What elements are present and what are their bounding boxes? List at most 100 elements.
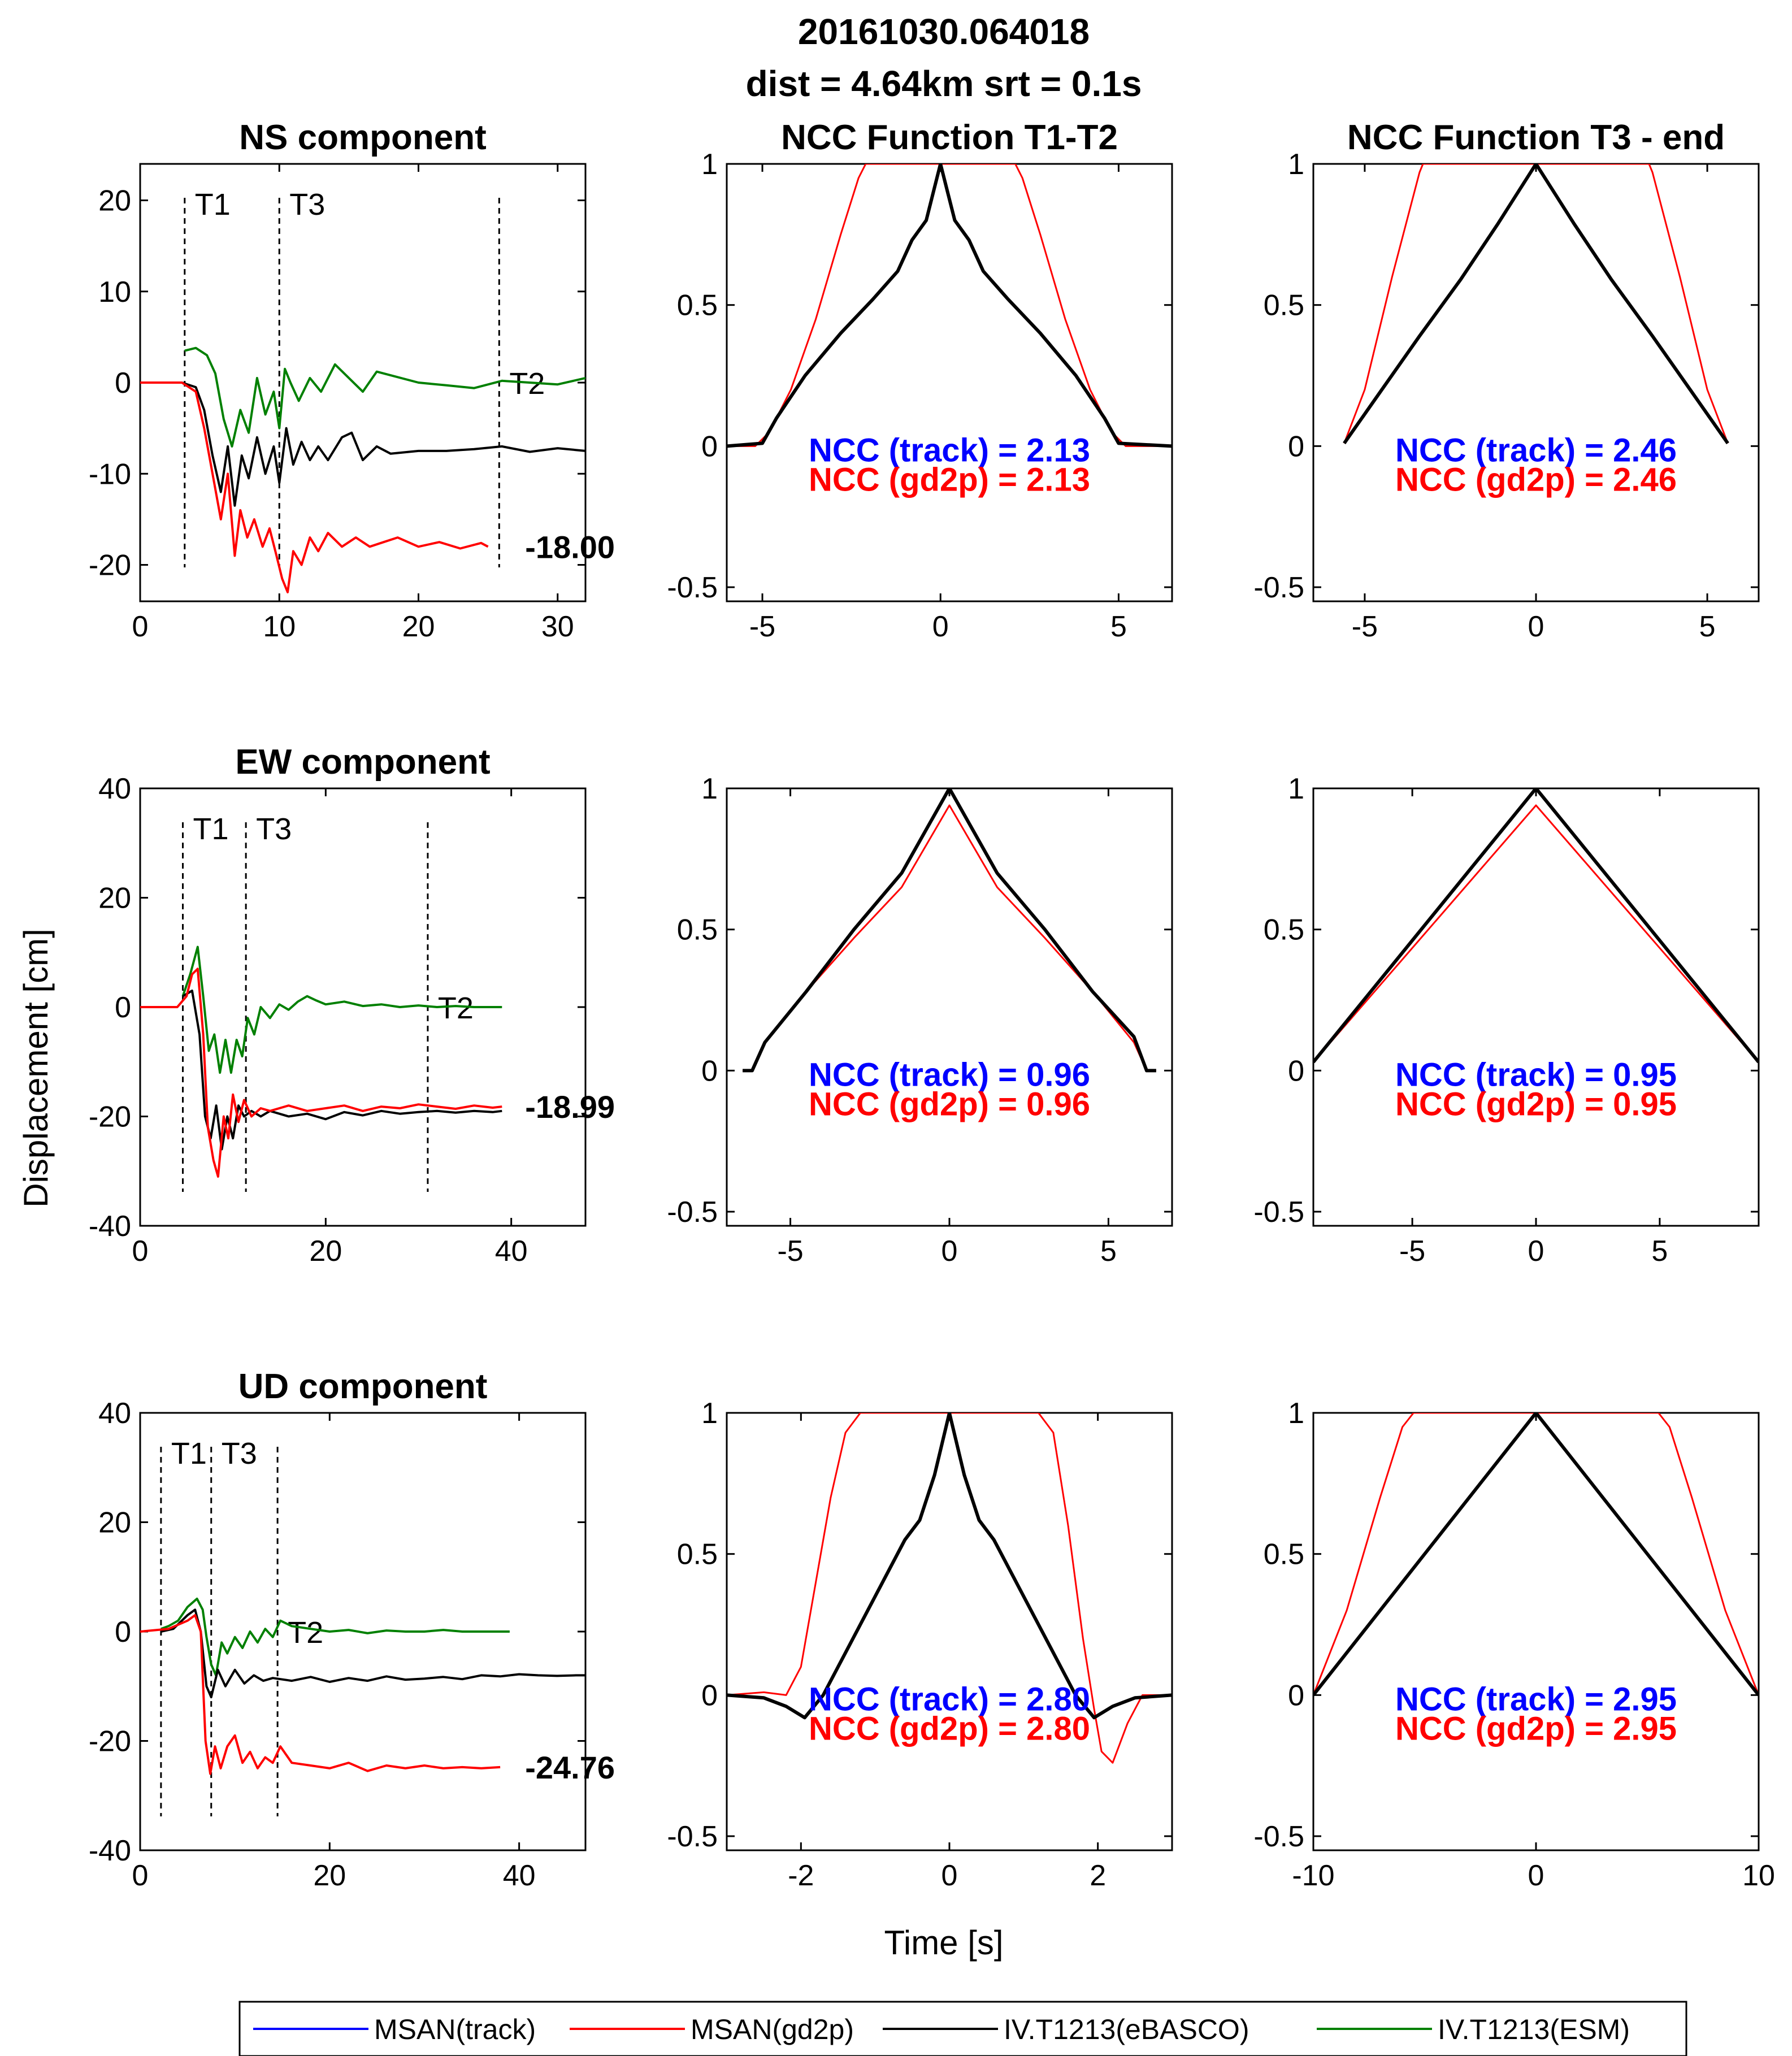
- ns-t1t2-xtick-label: -5: [749, 610, 775, 643]
- ns-t1t2-ncc-gd2p: NCC (gd2p) = 2.13: [809, 461, 1090, 498]
- ud-t3end-ytick-label: 0: [1288, 1679, 1304, 1712]
- ns-t3end-xtick-label: 0: [1528, 610, 1544, 643]
- ud-t1t2-ytick-label: 0: [701, 1679, 718, 1712]
- ud-disp-ytick-label: -20: [89, 1725, 131, 1758]
- ns-t1t2-title: NCC Function T1-T2: [781, 118, 1118, 157]
- ns-t1t2-panel: NCC Function T1-T2 -5 0 5 -0.5 0 0.5 1 NCC (trac…: [667, 118, 1173, 643]
- ud-t1t2-series-iv-t1213-ebasco-: [727, 1413, 1172, 1720]
- ew-t3end-xtick-label: -5: [1399, 1235, 1425, 1268]
- ud-t1t2-ytick-label: -0.5: [667, 1820, 718, 1853]
- figure-title-line2: dist = 4.64km srt = 0.1s: [746, 63, 1142, 104]
- figure-title-line1: 20161030.064018: [798, 11, 1090, 52]
- ud-disp-marker-label-t1: T1: [171, 1437, 207, 1471]
- ew-t3end-ncc-gd2p: NCC (gd2p) = 0.95: [1395, 1086, 1677, 1122]
- legend: MSAN(track) MSAN(gd2p) IV.T1213(eBASCO) …: [238, 2001, 1687, 2056]
- ew-t3end-ytick-label: 0.5: [1264, 914, 1304, 947]
- ew-t3end-ytick-label: -0.5: [1253, 1196, 1304, 1229]
- ud-t3end-ncc-track: NCC (track) = 2.95: [1395, 1681, 1677, 1717]
- ns-t1t2-ytick-label: -0.5: [667, 571, 718, 604]
- ew-t3end-xtick-label: 5: [1651, 1235, 1668, 1268]
- legend-label-2: IV.T1213(eBASCO): [1004, 2014, 1249, 2045]
- ud-disp-xtick-label: 40: [503, 1859, 536, 1892]
- ew-t3end-series-msan-gd2p-: [1313, 804, 1759, 1063]
- ew-t1t2-ytick-label: 0: [701, 1055, 718, 1087]
- ew-disp-title: EW component: [235, 743, 490, 782]
- ud-t3end-xtick-label: 10: [1742, 1859, 1775, 1892]
- ew-disp-ytick-label: 0: [115, 991, 131, 1024]
- ew-t1t2-series-iv-t1213-ebasco-: [743, 788, 1156, 1073]
- legend-label-1: MSAN(gd2p): [691, 2014, 854, 2045]
- ns-disp-xtick-label: 0: [132, 610, 149, 643]
- ns-t3end-panel: NCC Function T3 - end -5 0 5 -0.5 0 0.5 1 NCC (t…: [1253, 118, 1760, 643]
- ns-disp-series-iv-t1213-esm-: [184, 346, 585, 448]
- ew-t1t2-series-msan-gd2p-: [743, 804, 1156, 1072]
- ew-t1t2-ytick-label: -0.5: [667, 1196, 718, 1229]
- ns-t3end-axes-box: [1312, 163, 1760, 602]
- ud-t1t2-ncc-track: NCC (track) = 2.80: [809, 1681, 1090, 1717]
- x-axis-label: Time [s]: [884, 1924, 1003, 1962]
- ns-t3end-ytick-label: 0.5: [1264, 289, 1304, 322]
- ns-t3end-ytick-label: 1: [1288, 148, 1304, 181]
- ns-disp-series-iv-t1213-ebasco-: [140, 381, 585, 507]
- ud-t1t2-axes-box: [726, 1412, 1173, 1851]
- ns-disp-xtick-label: 10: [263, 610, 296, 643]
- ns-t1t2-series-iv-t1213-ebasco-: [727, 164, 1172, 448]
- ew-disp-marker-label-t2: T2: [438, 991, 474, 1025]
- ud-disp-marker-label-t3: T3: [222, 1437, 257, 1471]
- legend-label-0: MSAN(track): [374, 2014, 536, 2045]
- ew-disp-ytick-label: -20: [89, 1101, 131, 1134]
- y-axis-label: Displacement [cm]: [17, 929, 55, 1207]
- ew-disp-final-value: -18.99: [525, 1089, 615, 1125]
- ud-t1t2-series-msan-gd2p-: [727, 1413, 1172, 1764]
- ns-t1t2-ytick-label: 0.5: [677, 289, 718, 322]
- ns-t1t2-ncc-track: NCC (track) = 2.13: [809, 432, 1090, 469]
- ud-t1t2-ytick-label: 1: [701, 1397, 718, 1430]
- ns-t1t2-xtick-label: 5: [1110, 610, 1127, 643]
- ns-t3end-ncc-gd2p: NCC (gd2p) = 2.46: [1395, 461, 1677, 498]
- ns-t3end-xtick-label: 5: [1699, 610, 1716, 643]
- ud-t3end-ytick-label: 0.5: [1264, 1538, 1304, 1571]
- ew-t3end-ytick-label: 0: [1288, 1055, 1304, 1087]
- ew-t1t2-xtick-label: 5: [1100, 1235, 1117, 1268]
- ns-disp-series-msan-gd2p-: [140, 381, 489, 593]
- ns-disp-xtick-label: 30: [541, 610, 574, 643]
- ns-disp-final-value: -18.00: [525, 529, 615, 565]
- ud-t3end-ytick-label: 1: [1288, 1397, 1304, 1430]
- ns-disp-marker-label-t1: T1: [195, 188, 231, 222]
- ud-disp-xtick-label: 20: [313, 1859, 346, 1892]
- ud-disp-ytick-label: 20: [98, 1507, 131, 1539]
- ns-t1t2-ytick-label: 0: [701, 430, 718, 463]
- ew-t3end-axes-box: [1312, 787, 1760, 1227]
- ud-disp-panel: UD component 0 20 40 -40 -20 0 20 40 T1 T3 T2 -24.76: [89, 1367, 615, 1892]
- ew-t3end-ncc-track: NCC (track) = 0.95: [1395, 1056, 1677, 1093]
- ew-disp-marker-label-t1: T1: [193, 812, 229, 846]
- ns-disp-ytick-label: 10: [98, 276, 131, 309]
- ud-disp-series-iv-t1213-esm-: [160, 1597, 510, 1677]
- legend-label-3: IV.T1213(ESM): [1438, 2014, 1630, 2045]
- ew-disp-xtick-label: 40: [495, 1235, 528, 1268]
- ew-disp-xtick-label: 20: [309, 1235, 342, 1268]
- ew-t1t2-xtick-label: -5: [777, 1235, 803, 1268]
- ns-t3end-series-msan-gd2p-: [1343, 164, 1729, 444]
- ud-t1t2-xtick-label: 2: [1090, 1859, 1106, 1892]
- ud-t3end-series-iv-t1213-ebasco-: [1313, 1413, 1759, 1697]
- ew-t1t2-ytick-label: 0.5: [677, 914, 718, 947]
- ns-t3end-title: NCC Function T3 - end: [1347, 118, 1725, 157]
- ud-disp-title: UD component: [238, 1367, 488, 1406]
- ns-disp-ytick-label: 20: [98, 185, 131, 218]
- ud-t3end-axes-box: [1312, 1412, 1760, 1851]
- ud-disp-series-msan-gd2p-: [140, 1614, 501, 1775]
- ns-t1t2-series-msan-gd2p-: [727, 164, 1172, 447]
- ew-disp-series-msan-gd2p-: [140, 968, 502, 1178]
- ud-t1t2-ncc-gd2p: NCC (gd2p) = 2.80: [809, 1710, 1090, 1747]
- ew-disp-xtick-label: 0: [132, 1235, 149, 1268]
- ud-t3end-series-msan-gd2p-: [1313, 1413, 1759, 1695]
- ns-t3end-ytick-label: 0: [1288, 430, 1304, 463]
- ns-disp-title: NS component: [239, 118, 486, 157]
- ns-t3end-ncc-track: NCC (track) = 2.46: [1395, 432, 1677, 469]
- ew-t3end-xtick-label: 0: [1528, 1235, 1544, 1268]
